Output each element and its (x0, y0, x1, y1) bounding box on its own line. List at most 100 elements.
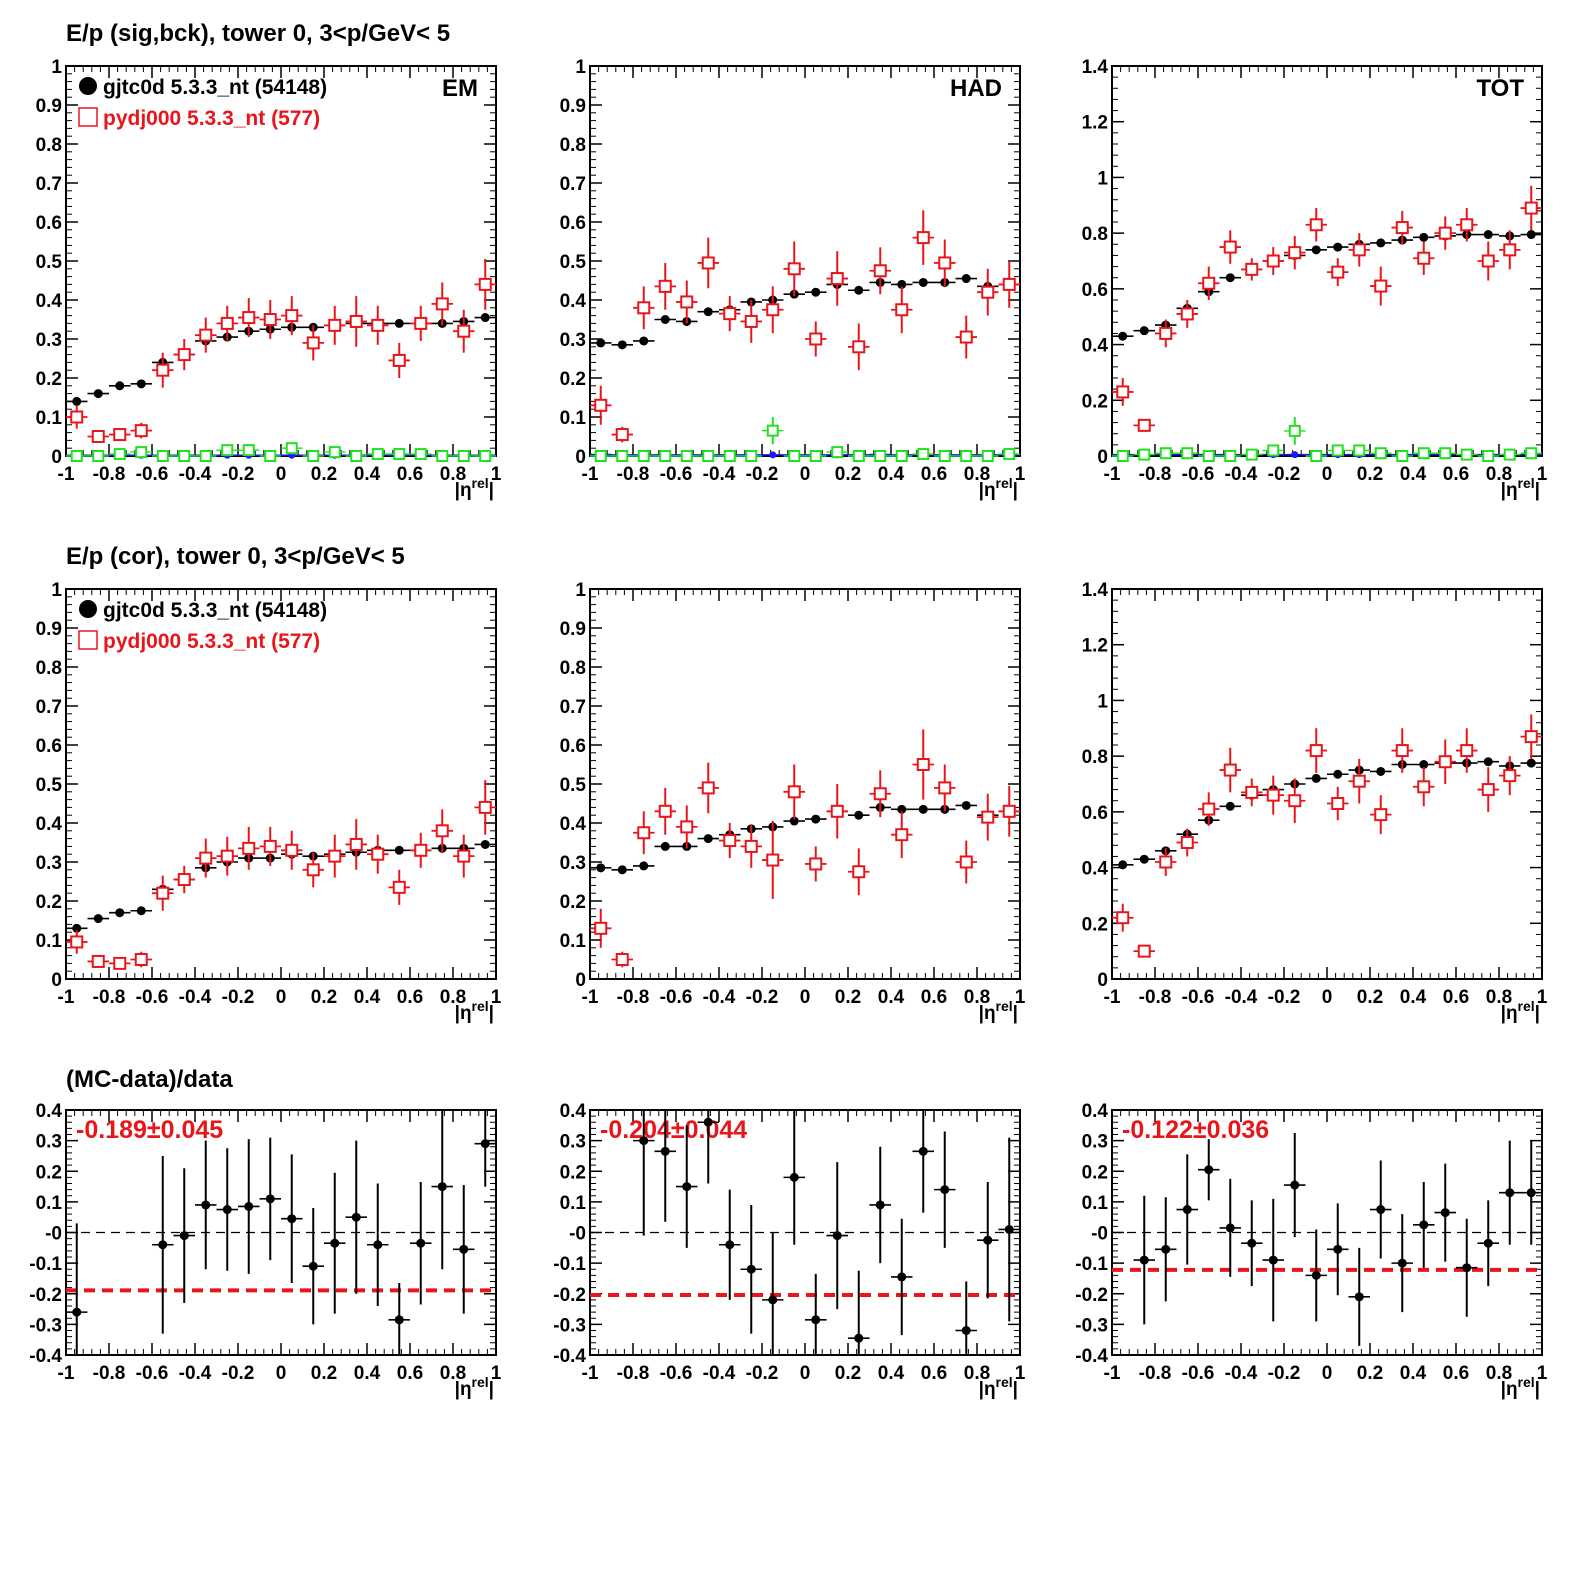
mc-point (349, 314, 363, 328)
data-point (1526, 758, 1536, 768)
x-tick-label: -1 (582, 987, 599, 1008)
plot-frame (1111, 588, 1543, 980)
y-tick-label: 0.7 (36, 697, 62, 718)
x-axis-title: |ηrel| (1501, 998, 1540, 1024)
y-tick-label: 0.8 (1082, 224, 1108, 245)
data-point (1161, 1244, 1171, 1254)
y-tick-label: 0.1 (560, 1193, 587, 1214)
mc-point (220, 316, 234, 330)
y-tick-label: 0.3 (1082, 1132, 1108, 1153)
mc-point (1309, 218, 1323, 232)
x-tick-label: 0.8 (964, 464, 990, 485)
bck-mc-point (70, 450, 83, 462)
bck-mc-point (1003, 448, 1016, 461)
x-tick-label: 0.8 (1486, 987, 1512, 1008)
data-point (1462, 1263, 1472, 1273)
mc-point (938, 256, 952, 270)
x-tick-label: -1 (58, 987, 75, 1008)
mc-point (1331, 265, 1345, 279)
data-point (703, 307, 713, 317)
x-tick-label: -1 (1104, 464, 1121, 485)
mc-point (744, 314, 758, 328)
x-tick-label: 0.8 (440, 464, 466, 485)
series-data (1112, 757, 1542, 870)
mc-point (1331, 797, 1345, 810)
mean-value-label: -0.189±0.045 (76, 1116, 223, 1144)
data-point (1333, 769, 1343, 779)
x-tick-label: 0.2 (311, 1363, 337, 1384)
mc-point (1395, 744, 1409, 758)
y-tick-label: 0.3 (560, 330, 586, 351)
bck-mc-point (1138, 448, 1151, 461)
x-axis-title: |ηrel| (455, 998, 494, 1024)
data-point (832, 1231, 842, 1241)
series-bck_mc (590, 417, 1020, 462)
data-point (179, 1231, 189, 1241)
y-tick-label: 0.2 (36, 892, 62, 913)
mc-point (873, 787, 887, 801)
y-tick-label: 1.4 (1082, 57, 1109, 78)
data-point (158, 1240, 168, 1250)
data-point (918, 1146, 928, 1156)
bck-mc-point (831, 446, 844, 459)
data-point (1333, 242, 1343, 252)
mc-point (156, 886, 170, 900)
x-tick-label: 0.6 (1443, 987, 1469, 1008)
data-point (437, 1182, 447, 1192)
data-point (703, 834, 713, 844)
data-point (222, 1205, 232, 1215)
data-point (1397, 1258, 1407, 1268)
data-point (811, 814, 821, 824)
x-tick-label: 0.8 (1486, 1363, 1512, 1384)
panel-r2-em: -1 -0.8 -0.6 -0.4 -0.2 0 0.2 0.4 0.6 0.8 1 0 0.1 0.2 0… (36, 580, 502, 1024)
data-point (961, 800, 971, 810)
panel-label: HAD (950, 75, 1002, 102)
legend-data-marker (79, 77, 97, 95)
y-tick-label: 0.6 (560, 213, 586, 234)
y-tick-label: 0.7 (560, 697, 586, 718)
y-tick-label: 0.2 (36, 1162, 62, 1183)
mc-point (1202, 276, 1216, 290)
x-tick-label: -0.8 (1139, 987, 1172, 1008)
data-point (1139, 854, 1149, 864)
data-point (811, 1315, 821, 1325)
x-tick-label: -1 (58, 1363, 75, 1384)
x-tick-label: 0.4 (878, 987, 905, 1008)
data-point (660, 841, 670, 851)
y-tick-label: 0.9 (560, 619, 586, 640)
row-title-cor: E/p (cor), tower 0, 3<p/GeV< 5 (66, 543, 405, 570)
mc-point (1524, 201, 1538, 215)
data-point (480, 313, 490, 323)
y-tick-label: 0.4 (560, 1101, 587, 1122)
mc-point (1524, 730, 1538, 744)
bck-mc-point (1331, 444, 1344, 457)
bck-mc-point (895, 450, 908, 462)
y-tick-label: 0 (575, 970, 586, 991)
mc-point (414, 316, 428, 330)
data-point (596, 338, 606, 348)
y-tick-label: 0.1 (560, 408, 587, 429)
mc-point (680, 820, 694, 834)
mc-point (113, 428, 127, 442)
x-tick-label: -0.8 (93, 464, 126, 485)
bck-mc-point (371, 448, 384, 461)
data-point (897, 1272, 907, 1282)
x-tick-label: 1 (491, 987, 502, 1008)
data-point (1526, 230, 1536, 240)
bck-mc-point (1288, 424, 1301, 437)
bck-mc-point (1224, 450, 1237, 462)
x-tick-label: 1 (1015, 1363, 1026, 1384)
x-tick-label: 0.8 (964, 987, 990, 1008)
x-axis-title: |ηrel| (455, 1374, 494, 1400)
data-point (1225, 1223, 1235, 1233)
x-tick-label: 0.4 (1400, 987, 1427, 1008)
y-tick-label: -0 (569, 1224, 586, 1245)
bck-mc-point (178, 450, 191, 462)
data-point (351, 1212, 361, 1222)
mc-point (1481, 254, 1495, 268)
mc-point (70, 935, 84, 949)
data-point (897, 279, 907, 289)
series-data (590, 274, 1020, 350)
y-tick-label: 0.4 (560, 814, 587, 835)
series-bck_mc (66, 442, 496, 462)
